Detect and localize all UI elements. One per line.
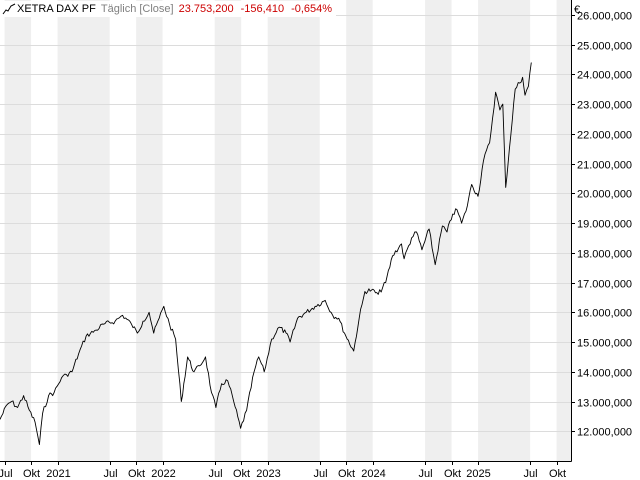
y-tick-label: 12.000,000 bbox=[577, 427, 632, 439]
y-axis-tick-labels: 12.000,000 13.000,000 14.000,000 15.000,000… bbox=[571, 11, 632, 439]
y-tick-label: 26.000,000 bbox=[577, 11, 632, 23]
quarter-band bbox=[346, 0, 373, 461]
absolute-change: -156,410 bbox=[240, 3, 285, 15]
line-series-icon bbox=[2, 3, 16, 15]
legend: XETRA DAX PF Täglich [Close] 23.753,200 … bbox=[0, 1, 337, 17]
x-tick-label: Okt bbox=[338, 468, 355, 480]
y-tick-label: 13.000,000 bbox=[577, 398, 632, 410]
x-tick-label: Okt bbox=[444, 468, 461, 480]
x-tick-label: 2023 bbox=[256, 468, 280, 480]
y-tick-label: 24.000,000 bbox=[577, 70, 632, 82]
x-tick-label: 2025 bbox=[466, 468, 490, 480]
y-tick-label: 17.000,000 bbox=[577, 279, 632, 291]
y-tick-label: 19.000,000 bbox=[577, 219, 632, 231]
y-tick-label: 18.000,000 bbox=[577, 249, 632, 261]
y-tick-label: 21.000,000 bbox=[577, 160, 632, 172]
x-tick-label: Jul bbox=[103, 468, 117, 480]
x-tick-label: Jul bbox=[418, 468, 432, 480]
quarter-band bbox=[4, 0, 32, 461]
y-tick-label: 16.000,000 bbox=[577, 308, 632, 320]
series-line bbox=[0, 62, 532, 446]
x-tick-label: 2022 bbox=[151, 468, 175, 480]
y-tick-label: 15.000,000 bbox=[577, 338, 632, 350]
instrument-name: XETRA DAX PF bbox=[17, 3, 96, 15]
y-tick-label: 23.000,000 bbox=[577, 100, 632, 112]
currency-label: € bbox=[574, 4, 580, 16]
y-tick-label: 14.000,000 bbox=[577, 368, 632, 380]
last-price: 23.753,200 bbox=[178, 3, 234, 15]
x-tick-label: Okt bbox=[233, 468, 250, 480]
x-tick-label: 2024 bbox=[361, 468, 385, 480]
quarter-band bbox=[214, 0, 242, 461]
x-tick-label: Okt bbox=[128, 468, 145, 480]
y-tick-label: 25.000,000 bbox=[577, 41, 632, 53]
price-type-label: [Close] bbox=[139, 3, 174, 15]
x-tick-label: 2021 bbox=[46, 468, 70, 480]
x-tick-label: Jul bbox=[523, 468, 537, 480]
quarter-band bbox=[136, 0, 163, 461]
quarter-band bbox=[556, 0, 571, 461]
x-axis-tick-labels: Jul Okt 2021 Jul Okt 2022 Jul Okt 2023 Jul Okt 2024… bbox=[0, 461, 566, 480]
alternating-quarter-bands bbox=[4, 0, 571, 461]
quarter-band bbox=[267, 0, 320, 461]
percent-change: -0,654% bbox=[291, 3, 333, 15]
interval-label: Täglich bbox=[100, 3, 137, 15]
x-tick-label: Okt bbox=[23, 468, 40, 480]
x-tick-label: Okt bbox=[549, 468, 566, 480]
quarter-band bbox=[57, 0, 110, 461]
price-series bbox=[0, 62, 532, 446]
x-tick-label: Jul bbox=[0, 468, 13, 480]
quarter-band bbox=[478, 0, 531, 461]
y-tick-label: 20.000,000 bbox=[577, 189, 632, 201]
x-tick-label: Jul bbox=[208, 468, 222, 480]
x-tick-label: Jul bbox=[313, 468, 327, 480]
y-tick-label: 22.000,000 bbox=[577, 130, 632, 142]
